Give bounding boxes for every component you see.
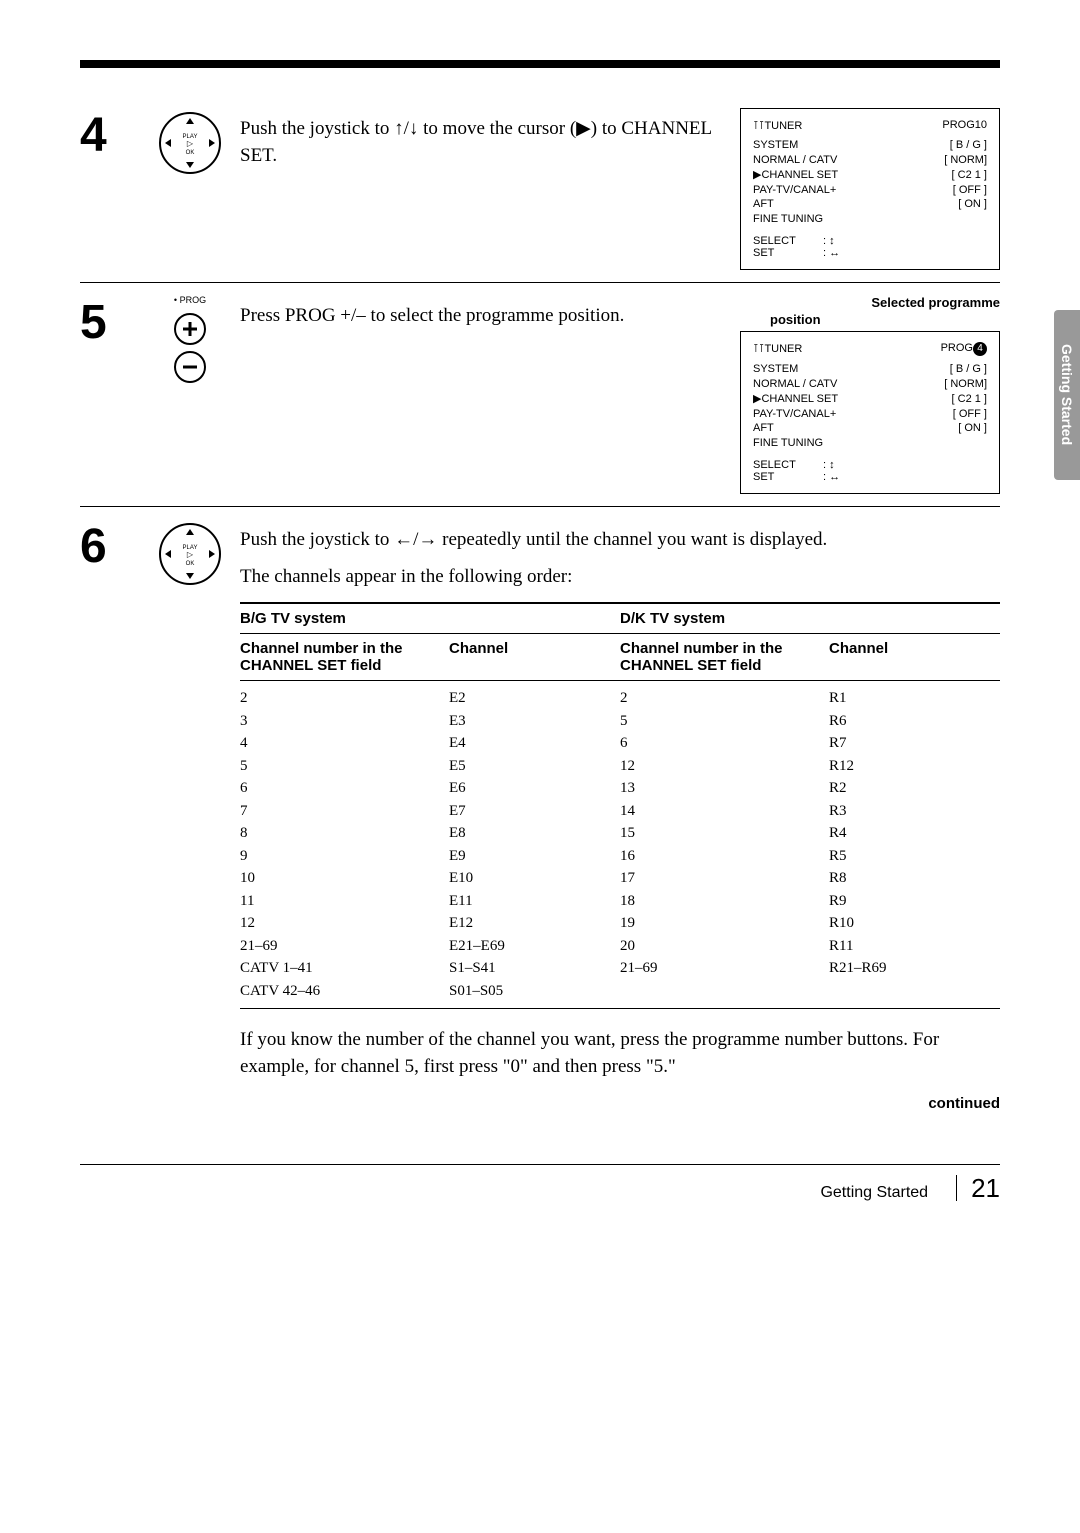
osd-row: ▶CHANNEL SET[ C2 1 ]	[753, 392, 987, 407]
osd-box-5: ⊺⊺TUNER PROG4 SYSTEM[ B / G ]NORMAL / CA…	[740, 331, 1000, 494]
svg-text:▷: ▷	[187, 550, 194, 559]
osd-row: SYSTEM[ B / G ]	[753, 362, 987, 377]
osd-row: FINE TUNING	[753, 436, 987, 451]
table-row: 12E1219R10	[240, 912, 1000, 935]
table-row: 5E512R12	[240, 755, 1000, 778]
osd-row: FINE TUNING	[753, 212, 987, 227]
step-6-number: 6	[80, 519, 140, 574]
th-dk-system: D/K TV system	[620, 610, 1000, 627]
table-row: 3E35R6	[240, 710, 1000, 733]
th-col-a1: Channel number in the CHANNEL SET field	[240, 640, 449, 674]
page-footer: Getting Started 21	[80, 1164, 1000, 1204]
osd-prog: PROG10	[942, 119, 987, 132]
osd-rows-5: SYSTEM[ B / G ]NORMAL / CATV[ NORM]▶CHAN…	[753, 362, 987, 451]
joystick-icon: PLAY ▷ OK	[140, 108, 240, 178]
osd-row: SYSTEM[ B / G ]	[753, 138, 987, 153]
table-row: 11E1118R9	[240, 890, 1000, 913]
osd-row: NORMAL / CATV[ NORM]	[753, 377, 987, 392]
th-col-b2: Channel	[829, 640, 1000, 674]
svg-text:▷: ▷	[187, 139, 194, 148]
step-5-number: 5	[80, 295, 140, 350]
osd-5-sublabel: position	[740, 312, 1000, 327]
osd-row: PAY-TV/CANAL+[ OFF ]	[753, 183, 987, 198]
svg-text:OK: OK	[186, 561, 195, 567]
prog-buttons-icon: • PROG	[140, 295, 240, 389]
osd-row: AFT[ ON ]	[753, 421, 987, 436]
table-row: 10E1017R8	[240, 867, 1000, 890]
osd-row: NORMAL / CATV[ NORM]	[753, 153, 987, 168]
step-5: 5 • PROG Press PROG +/– to select the pr…	[80, 295, 1000, 507]
table-row: 2E22R1	[240, 687, 1000, 710]
footer-section-label: Getting Started	[820, 1184, 928, 1202]
osd-row: AFT[ ON ]	[753, 197, 987, 212]
osd-box-4: ⊺⊺TUNER PROG10 SYSTEM[ B / G ]NORMAL / C…	[740, 108, 1000, 270]
step-6: 6 PLAY ▷ OK Push the joystick to ←/→ rep…	[80, 519, 1000, 1123]
step-4-number: 4	[80, 108, 140, 163]
osd-rows-4: SYSTEM[ B / G ]NORMAL / CATV[ NORM]▶CHAN…	[753, 138, 987, 227]
footer-page-number: 21	[971, 1173, 1000, 1204]
step-5-text: Press PROG +/– to select the programme p…	[240, 303, 720, 330]
table-row: 21–69E21–E6920R11	[240, 935, 1000, 958]
joystick-icon-6: PLAY ▷ OK	[140, 519, 240, 589]
table-data-rows: 2E22R13E35R64E46R75E512R126E613R27E714R3…	[240, 681, 1000, 1009]
top-black-bar	[80, 60, 1000, 68]
osd-tuner-icon: ⊺⊺TUNER	[753, 119, 802, 132]
table-row: 9E916R5	[240, 845, 1000, 868]
th-col-a2: Channel number in the CHANNEL SET field	[620, 640, 829, 674]
svg-text:OK: OK	[186, 150, 195, 156]
osd-prog-5: PROG4	[941, 342, 987, 356]
osd-tuner-icon-5: ⊺⊺TUNER	[753, 342, 802, 356]
osd-5-label: Selected programme	[740, 295, 1000, 310]
osd-row: ▶CHANNEL SET[ C2 1 ]	[753, 168, 987, 183]
step-6-text2: The channels appear in the following ord…	[240, 564, 1000, 591]
table-row: 7E714R3	[240, 800, 1000, 823]
step-4: 4 PLAY ▷ OK Push the joystick to ↑/↓ to …	[80, 108, 1000, 283]
side-tab: Getting Started	[1054, 310, 1080, 480]
channel-table: B/G TV system D/K TV system Channel numb…	[240, 602, 1000, 1009]
continued-label: continued	[240, 1095, 1000, 1112]
osd-row: PAY-TV/CANAL+[ OFF ]	[753, 407, 987, 422]
th-col-b1: Channel	[449, 640, 620, 674]
step-6-note: If you know the number of the channel yo…	[240, 1027, 1000, 1080]
th-bg-system: B/G TV system	[240, 610, 620, 627]
table-row: 6E613R2	[240, 777, 1000, 800]
table-row: 8E815R4	[240, 822, 1000, 845]
table-row: 4E46R7	[240, 732, 1000, 755]
table-row: CATV 42–46S01–S05	[240, 980, 1000, 1003]
step-6-text1: Push the joystick to ←/→ repeatedly unti…	[240, 527, 1000, 554]
table-row: CATV 1–41S1–S4121–69R21–R69	[240, 957, 1000, 980]
step-4-text: Push the joystick to ↑/↓ to move the cur…	[240, 116, 720, 169]
